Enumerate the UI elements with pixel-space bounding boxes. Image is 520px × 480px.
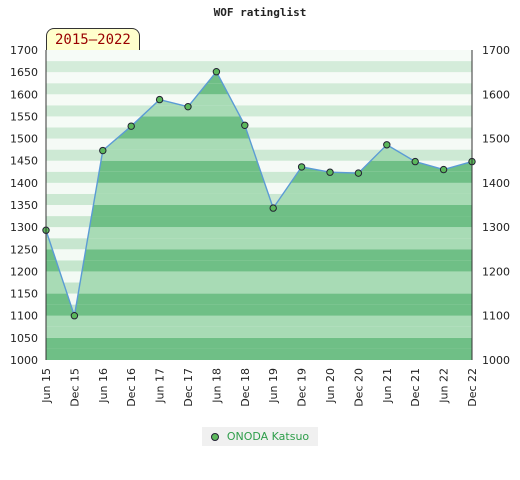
data-point — [383, 141, 391, 149]
data-point — [439, 165, 448, 174]
data-point — [241, 121, 249, 129]
series-line-group — [42, 68, 476, 320]
x-tick-label: Dec 17 — [182, 368, 195, 407]
data-point — [411, 157, 419, 166]
area-band — [46, 304, 472, 316]
data-point — [70, 312, 79, 320]
left-tick-label: 1050 — [10, 332, 38, 345]
x-tick-label: Jun 20 — [324, 368, 337, 404]
x-tick-label: Jun 16 — [97, 368, 110, 404]
area-band — [46, 293, 472, 305]
right-tick-label: 1000 — [482, 354, 510, 367]
data-point — [326, 168, 334, 176]
series-line — [45, 70, 473, 316]
left-tick-label: 1000 — [10, 354, 38, 367]
date-range-tab[interactable]: 2015–2022 — [46, 28, 140, 50]
left-axis: 1000 1050 1100 1150 1200 1250 1300 1350 1400 1450… — [10, 44, 47, 367]
left-tick-label: 1150 — [10, 288, 38, 301]
background-band — [46, 61, 472, 73]
x-tick-label: Dec 20 — [352, 368, 365, 407]
data-point — [212, 68, 221, 76]
left-tick-label: 1100 — [10, 310, 38, 323]
chart-title: WOF ratinglist — [213, 6, 307, 19]
right-tick-label: 1500 — [482, 133, 510, 146]
x-tick-label: Jun 22 — [438, 368, 451, 404]
legend[interactable]: ONODA Katsuo — [202, 427, 318, 446]
x-tick-label: Jun 21 — [381, 368, 394, 404]
legend-label: ONODA Katsuo — [226, 430, 310, 443]
left-tick-label: 1300 — [10, 221, 38, 234]
left-tick-label: 1250 — [10, 243, 38, 256]
area-band — [46, 216, 472, 228]
area-band — [46, 249, 472, 261]
legend-marker-icon — [210, 432, 219, 441]
x-tick-label: Jun 18 — [210, 368, 223, 404]
x-tick-label: Dec 21 — [409, 368, 422, 407]
right-tick-label: 1600 — [482, 88, 510, 101]
area-band — [46, 205, 472, 217]
background-band — [46, 116, 472, 128]
background-band — [46, 83, 472, 95]
area-band — [46, 282, 472, 294]
area-band — [46, 182, 472, 194]
area-band — [46, 326, 472, 338]
x-tick-label: Dec 15 — [68, 368, 81, 407]
data-point — [269, 204, 277, 212]
area-band — [46, 227, 472, 239]
right-tick-label: 1400 — [482, 177, 510, 190]
area-band — [46, 337, 472, 349]
x-tick-label: Jun 19 — [267, 368, 280, 404]
right-tick-label: 1700 — [482, 44, 510, 57]
x-tick-label: Dec 22 — [466, 368, 479, 407]
left-tick-label: 1650 — [10, 66, 38, 79]
right-tick-label: 1300 — [482, 221, 510, 234]
background-band — [46, 138, 472, 150]
background-band — [46, 94, 472, 106]
area-band — [46, 171, 472, 183]
area-band — [46, 271, 472, 283]
right-axis: 1000 1100 1200 1300 1400 1500 1600 1700 — [471, 44, 510, 367]
background-band — [46, 105, 472, 117]
area-band — [46, 315, 472, 327]
x-tick-label: Jun 15 — [40, 368, 53, 404]
x-tick-label: Dec 18 — [239, 368, 252, 407]
left-tick-label: 1400 — [10, 177, 38, 190]
data-point — [155, 95, 164, 104]
right-tick-label: 1200 — [482, 265, 510, 278]
data-point — [99, 146, 107, 155]
area-band — [46, 193, 472, 205]
area-band — [46, 238, 472, 250]
background-band — [46, 50, 472, 62]
x-tick-label: Dec 16 — [125, 368, 138, 407]
x-tick-label: Dec 19 — [296, 368, 309, 407]
left-tick-label: 1700 — [10, 44, 38, 57]
x-tick-label: Jun 17 — [154, 368, 167, 404]
right-tick-label: 1100 — [482, 310, 510, 323]
background-band — [46, 127, 472, 139]
data-point — [184, 102, 192, 111]
left-tick-label: 1600 — [10, 88, 38, 101]
area-band — [46, 260, 472, 272]
data-point — [297, 163, 306, 171]
data-point — [127, 122, 135, 130]
left-tick-label: 1450 — [10, 155, 38, 168]
left-tick-label: 1200 — [10, 265, 38, 278]
left-tick-label: 1350 — [10, 199, 38, 212]
background-band — [46, 149, 472, 161]
left-tick-label: 1500 — [10, 133, 38, 146]
area-band — [46, 348, 472, 360]
data-point — [354, 169, 363, 177]
background-band — [46, 72, 472, 84]
left-tick-label: 1550 — [10, 110, 38, 123]
x-axis: Jun 15 Dec 15 Jun 16 Dec 16 Jun 17 Dec 17 Jun … — [40, 368, 479, 407]
